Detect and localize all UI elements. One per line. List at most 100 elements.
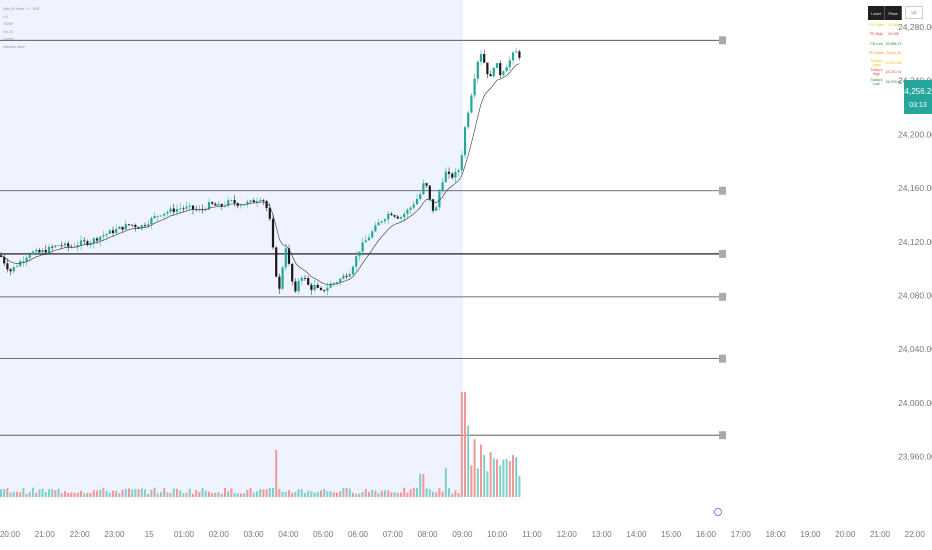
candle-body (403, 213, 406, 218)
candle-body (457, 170, 460, 172)
settings-toggle[interactable]: LD (905, 6, 923, 19)
candle-body (246, 201, 249, 205)
candle-body (281, 267, 284, 289)
volume-bar (409, 489, 412, 497)
price-tick-label: 24,000.00 (898, 398, 932, 408)
candle-body (214, 203, 217, 206)
volume-bar (131, 489, 134, 497)
time-tick-label: 20:00 (0, 530, 21, 539)
level-name: Today's High (870, 68, 883, 77)
candle-body (518, 51, 521, 58)
legend-line: Vol 20 (3, 29, 13, 34)
timezone-icon[interactable] (714, 508, 722, 516)
volume-bar (118, 493, 121, 497)
volume-bar (233, 492, 236, 497)
volume-bar (390, 492, 393, 497)
volume-bar (179, 490, 182, 497)
volume-bar (182, 493, 185, 497)
volume-bar (92, 490, 95, 497)
candle-body (207, 202, 211, 210)
volume-bar (476, 468, 479, 497)
candle-body (63, 243, 67, 246)
time-tick-label: 02:00 (209, 530, 230, 539)
candle-body (243, 204, 246, 206)
candle-body (182, 208, 185, 210)
candle-body (131, 224, 134, 226)
level-price: 24,079.55 (885, 79, 902, 84)
candle-body (259, 200, 262, 202)
candle-body (447, 171, 451, 174)
volume-bar (361, 492, 364, 497)
volume-bar (134, 489, 137, 497)
volume-bar (416, 487, 418, 497)
candle-body (22, 261, 25, 262)
candle-body (307, 278, 310, 285)
volume-bar (140, 488, 143, 497)
candle-body (377, 222, 380, 226)
volume-bar (432, 491, 434, 497)
candle-body (99, 236, 102, 241)
candle-body (460, 155, 463, 171)
candle-body (479, 54, 483, 62)
level-handle[interactable] (719, 292, 726, 301)
level-handle[interactable] (719, 431, 726, 440)
volume-bar (275, 449, 278, 497)
level-handle[interactable] (719, 36, 726, 45)
levels-table-row: Today's Open 24,120.35 (868, 58, 902, 68)
volume-bar (112, 490, 114, 497)
candle-body (444, 171, 447, 183)
volume-bar (492, 458, 495, 497)
volume-bar (230, 488, 233, 497)
level-name: PD Open (869, 22, 884, 27)
time-tick-label: 13:00 (592, 530, 613, 539)
candle-body (41, 250, 44, 253)
volume-bar (281, 491, 284, 497)
volume-bar (51, 489, 54, 497)
volume-bar (217, 492, 220, 497)
candle-body (425, 183, 428, 186)
candle-body (342, 275, 345, 279)
candle-body (329, 283, 332, 288)
candle-body (150, 218, 153, 225)
time-tick-label: 05:00 (313, 530, 334, 539)
level-handle[interactable] (719, 249, 726, 258)
candle-body (35, 249, 38, 252)
volume-bar (467, 425, 470, 497)
candle-body (255, 201, 259, 203)
time-tick-label: 21:00 (870, 530, 891, 539)
volume-bar (425, 488, 428, 497)
time-tick-label: 17:00 (731, 530, 752, 539)
volume-bar (28, 491, 31, 497)
candle-body (6, 263, 9, 270)
moving-average-line (0, 63, 520, 286)
level-handle[interactable] (719, 354, 726, 363)
volume-bar (236, 493, 239, 497)
volume-bar (441, 491, 444, 497)
candle-body (431, 199, 435, 211)
volume-bar (380, 490, 383, 497)
volume-bar (355, 493, 358, 497)
volume-bar (67, 492, 70, 497)
volume-bar (348, 488, 351, 497)
volume-bar (460, 392, 463, 497)
legend-line: o:0 (3, 14, 8, 19)
volume-bar (278, 489, 281, 497)
candle-body (262, 200, 265, 202)
candle-body (105, 233, 108, 236)
level-price: 23,998.70 (885, 41, 902, 46)
volume-bar (284, 491, 287, 497)
candle-body (326, 287, 329, 291)
volume-bar (32, 487, 34, 497)
candle-body (476, 61, 479, 79)
volume-bar (144, 489, 146, 497)
candle-body (284, 248, 287, 268)
volume-bar (412, 487, 415, 497)
time-tick-label: 01:00 (174, 530, 195, 539)
volume-bar (25, 493, 28, 497)
session-shade (0, 0, 463, 497)
levels-table-row: PD Low 23,998.70 (868, 39, 902, 49)
volume-bar (332, 492, 335, 497)
level-handle[interactable] (719, 186, 726, 195)
candle-body (310, 284, 313, 290)
